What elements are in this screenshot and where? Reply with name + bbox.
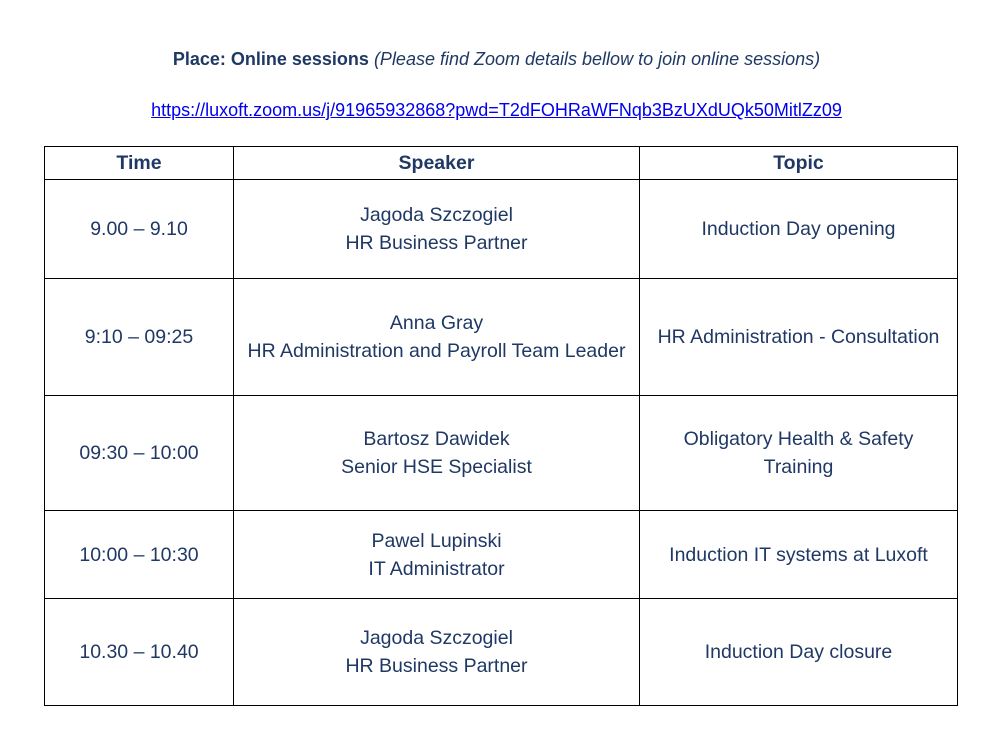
place-label: Place: Online sessions [172,49,369,69]
table-row: 9.00 – 9.10 Jagoda Szczogiel HR Business… [44,179,958,279]
time-cell: 10.30 – 10.40 [44,598,234,706]
speaker-role: Senior HSE Specialist [341,456,532,478]
column-header-time: Time [44,146,234,180]
time-cell: 09:30 – 10:00 [44,395,234,511]
column-header-topic: Topic [639,146,958,180]
speaker-cell: Pawel Lupinski IT Administrator [233,510,640,599]
topic-cell: Induction Day opening [639,179,958,279]
topic-cell: Induction Day closure [639,598,958,706]
speaker-role: HR Business Partner [345,232,528,254]
speaker-cell: Anna Gray HR Administration and Payroll … [233,278,640,396]
speaker-role: IT Administrator [368,557,505,580]
table-row: 10.30 – 10.40 Jagoda Szczogiel HR Busine… [44,598,958,706]
topic-cell: Obligatory Health & Safety Training [639,395,958,511]
speaker-cell: Jagoda Szczogiel HR Business Partner [233,598,640,706]
topic-cell: Induction IT systems at Luxoft [639,510,958,599]
table-header-row: Time Speaker Topic [44,146,958,180]
time-cell: 10:00 – 10:30 [44,510,234,599]
speaker-name: Pawel Lupinski [371,529,502,552]
schedule-table: Time Speaker Topic 9.00 – 9.10 Jagoda Sz… [44,146,958,706]
speaker-cell: Jagoda Szczogiel HR Business Partner [233,179,640,279]
speaker-role: HR Business Partner [345,655,528,677]
table-row: 9:10 – 09:25 Anna Gray HR Administration… [44,278,958,396]
zoom-link-line: https://luxoft.zoom.us/j/91965932868?pwd… [0,98,993,122]
speaker-role: HR Administration and Payroll Team Leade… [247,340,626,362]
place-line: Place: Online sessions (Please find Zoom… [0,47,993,71]
topic-cell: HR Administration - Consultation [639,278,958,396]
table-row: 10:00 – 10:30 Pawel Lupinski IT Administ… [44,510,958,599]
time-cell: 9:10 – 09:25 [44,278,234,396]
time-cell: 9.00 – 9.10 [44,179,234,279]
table-row: 09:30 – 10:00 Bartosz Dawidek Senior HSE… [44,395,958,511]
speaker-name: Jagoda Szczogiel [360,627,513,649]
place-note: (Please find Zoom details bellow to join… [373,49,821,69]
speaker-name: Anna Gray [389,312,484,334]
speaker-name: Jagoda Szczogiel [360,204,513,226]
column-header-speaker: Speaker [233,146,640,180]
speaker-cell: Bartosz Dawidek Senior HSE Specialist [233,395,640,511]
zoom-link[interactable]: https://luxoft.zoom.us/j/91965932868?pwd… [151,100,842,120]
speaker-name: Bartosz Dawidek [363,428,510,450]
